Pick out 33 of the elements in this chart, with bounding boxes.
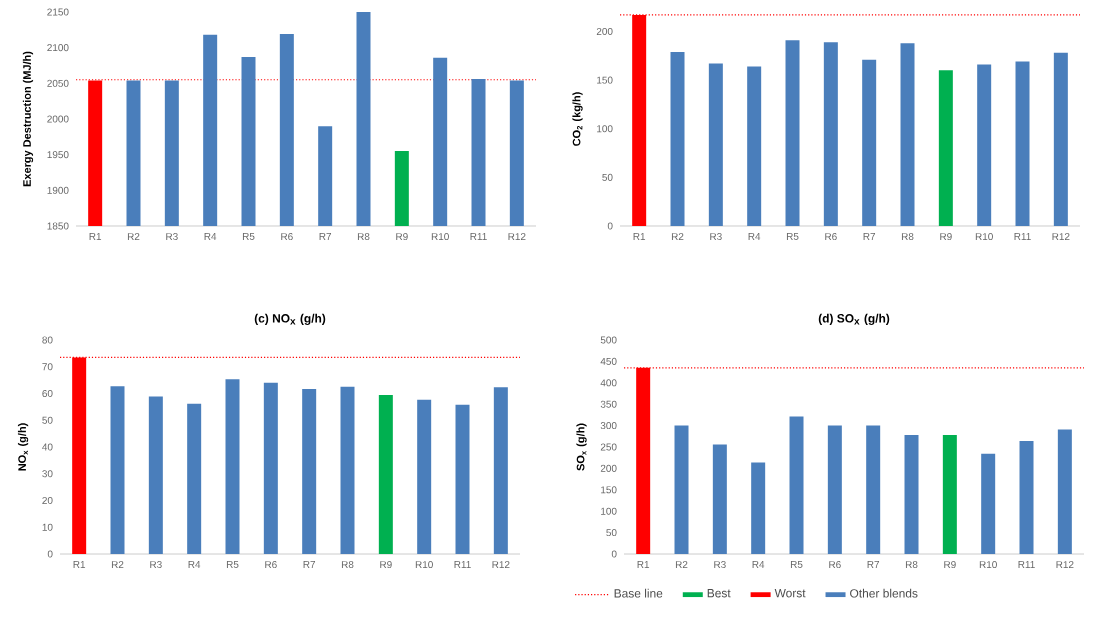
bar — [455, 404, 470, 554]
bar — [493, 387, 508, 554]
bar — [904, 435, 919, 554]
bar — [340, 386, 355, 554]
bar — [110, 386, 125, 554]
bar — [751, 462, 766, 554]
bar — [1019, 441, 1034, 554]
bar — [942, 435, 957, 554]
bar — [785, 40, 800, 226]
bar — [862, 59, 877, 226]
bar — [674, 425, 689, 554]
bar — [1057, 429, 1072, 554]
bar — [823, 42, 838, 226]
bar — [225, 379, 240, 554]
bar — [866, 425, 881, 554]
bar — [900, 43, 915, 226]
bar — [378, 395, 393, 554]
bar — [417, 399, 432, 554]
bar — [938, 70, 953, 226]
bar — [187, 403, 202, 554]
bar — [708, 63, 723, 226]
bar — [789, 416, 804, 554]
bar — [148, 396, 163, 554]
bar — [712, 444, 727, 554]
bar — [747, 66, 762, 226]
bar — [302, 388, 317, 554]
bar — [1053, 52, 1068, 226]
bar — [263, 382, 278, 554]
bar — [981, 453, 996, 554]
bar — [1015, 61, 1030, 226]
bar — [977, 64, 992, 226]
bar — [670, 51, 685, 226]
bar — [827, 425, 842, 554]
